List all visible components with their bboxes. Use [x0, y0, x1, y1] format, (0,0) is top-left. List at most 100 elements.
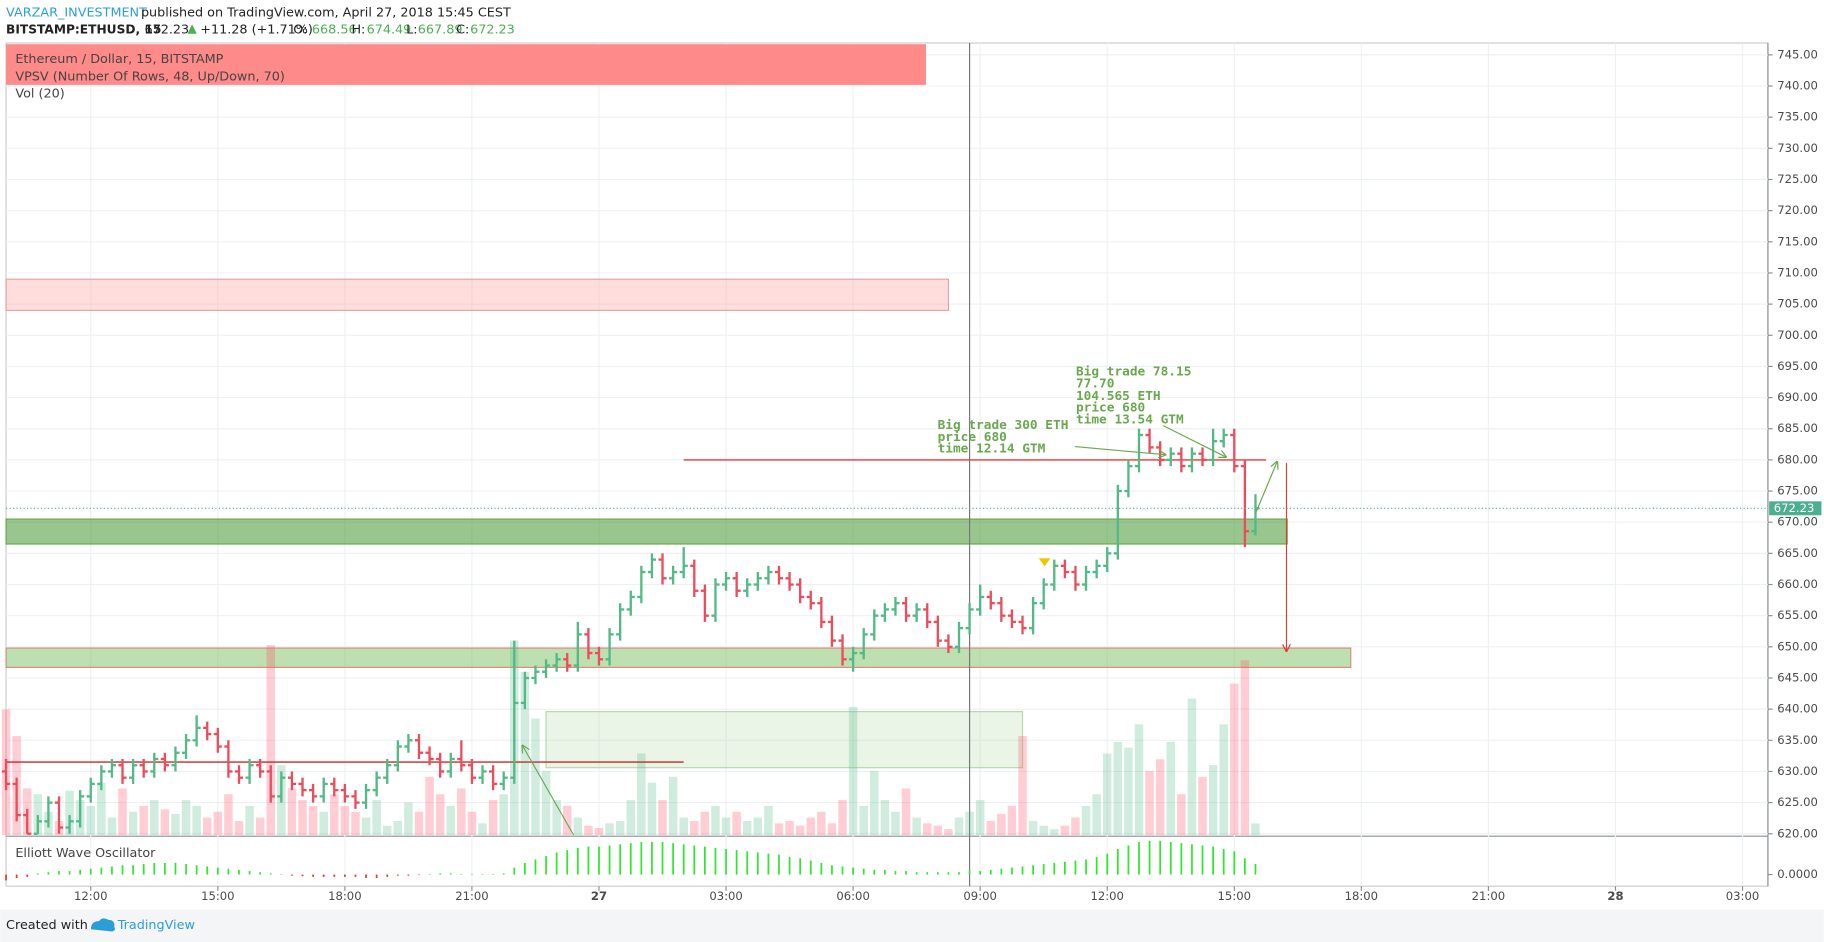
- annotation: Big trade 300 ETH: [938, 418, 1069, 433]
- annotation: 104.565 ETH: [1076, 389, 1161, 404]
- last-price: 672.23: [144, 23, 189, 38]
- volume-bar: [880, 800, 890, 836]
- volume-bar: [732, 811, 741, 836]
- x-tick-label: 18:00: [1345, 889, 1378, 903]
- volume-bar: [944, 829, 953, 836]
- volume-bar: [764, 805, 773, 836]
- ohlc-value: 672.23: [470, 23, 515, 38]
- volume-bar: [615, 821, 625, 836]
- footer-text: Created with: [6, 918, 88, 933]
- volume-bar: [848, 706, 858, 836]
- volume-bar: [160, 809, 170, 836]
- brand-logo[interactable]: [90, 918, 115, 932]
- y-tick-label: 690.00: [1777, 390, 1818, 404]
- volume-bar: [594, 828, 604, 836]
- volume-bar: [531, 718, 540, 836]
- published: published on TradingView.com, April 27, …: [141, 5, 511, 20]
- symbol: BITSTAMP:ETHUSD, 15: [6, 23, 161, 37]
- volume-bar: [382, 825, 392, 836]
- volume-bar: [1230, 683, 1239, 836]
- x-tick-label: 12:00: [74, 889, 107, 903]
- annotation: Big trade 78.15: [1076, 365, 1191, 380]
- volume-bar: [817, 811, 826, 836]
- volume-bar: [255, 817, 265, 836]
- volume-bar: [1145, 770, 1154, 836]
- zone: [545, 711, 1024, 769]
- volume-bar: [181, 800, 191, 836]
- x-tick-label: 28: [1607, 889, 1623, 903]
- y-tick-label: 685.00: [1777, 421, 1818, 435]
- brand-link[interactable]: TradingView: [117, 918, 195, 933]
- volume-bar: [954, 817, 964, 836]
- volume-bar: [626, 800, 635, 836]
- volume-bar: [33, 794, 43, 836]
- volume-bar: [891, 811, 900, 836]
- volume-bar: [298, 800, 307, 836]
- y-tick-label: 665.00: [1777, 546, 1818, 560]
- volume-bar: [1187, 698, 1197, 836]
- volume-bar: [859, 805, 868, 836]
- x-tick-label: 18:00: [328, 889, 361, 903]
- volume-bar: [690, 821, 699, 836]
- volume-bar: [997, 814, 1006, 836]
- volume-bar: [552, 800, 561, 836]
- annotation: time 13.54 GTM: [1076, 412, 1184, 427]
- volume-bar: [457, 788, 466, 836]
- volume-bar: [1007, 805, 1017, 836]
- volume-bar: [806, 817, 815, 836]
- volume-bar: [351, 811, 360, 836]
- y-tick-label: 725.00: [1777, 172, 1818, 186]
- volume-bar: [541, 770, 551, 836]
- volume-bar: [711, 805, 720, 836]
- volume-bar: [425, 776, 434, 836]
- volume-bar: [118, 788, 127, 836]
- volume-bar: [1039, 825, 1048, 836]
- volume-bar: [1060, 825, 1070, 836]
- y-tick-label: 635.00: [1777, 733, 1818, 747]
- volume-bar: [838, 800, 847, 836]
- volume-bar: [414, 811, 424, 836]
- y-tick-label: 695.00: [1777, 359, 1818, 373]
- osc-tick-label: 0.0000: [1777, 867, 1818, 881]
- volume-bar: [245, 805, 254, 836]
- volume-bar: [224, 794, 233, 836]
- annotation: price 680: [1076, 401, 1145, 416]
- y-tick-label: 660.00: [1777, 577, 1818, 591]
- volume-bar: [901, 788, 911, 836]
- ohlc-label: O:: [293, 23, 307, 38]
- volume-bar: [605, 823, 614, 836]
- volume-bar: [128, 811, 138, 836]
- y-tick-label: 715.00: [1777, 234, 1818, 248]
- y-tick-label: 670.00: [1777, 515, 1818, 529]
- volume-bar: [700, 811, 710, 836]
- volume-bar: [795, 825, 805, 836]
- plot-frame: [5, 42, 1769, 887]
- last-price-tag: [1769, 501, 1822, 516]
- volume-bar: [753, 817, 763, 836]
- annotation-arrow: [1074, 445, 1166, 455]
- x-tick-label: 09:00: [963, 889, 996, 903]
- annotation-arrow: [522, 745, 575, 836]
- volume-bar: [1018, 736, 1027, 836]
- y-tick-label: 640.00: [1777, 702, 1818, 716]
- volume-bar: [308, 805, 318, 836]
- ohlc-value: 674.49: [367, 23, 412, 38]
- x-tick-label: 27: [591, 889, 607, 903]
- volume-bar: [912, 817, 921, 836]
- volume-bar: [488, 800, 498, 836]
- annotation: time 12.14 GTM: [938, 441, 1046, 456]
- volume-bar: [1102, 753, 1112, 836]
- y-tick-label: 680.00: [1777, 452, 1818, 466]
- volume-bar: [266, 645, 275, 836]
- y-tick-label: 655.00: [1777, 608, 1818, 622]
- ohlc-label: H:: [351, 23, 365, 38]
- last-price-label: 672.23: [1774, 501, 1815, 515]
- volume-bar: [107, 817, 117, 836]
- x-tick-label: 03:00: [709, 889, 742, 903]
- volume-bar: [150, 800, 159, 836]
- volume-bar: [933, 825, 943, 836]
- volume-bar: [287, 788, 297, 836]
- ohlc-value: 667.89: [418, 23, 463, 38]
- volume-bar: [1134, 724, 1144, 836]
